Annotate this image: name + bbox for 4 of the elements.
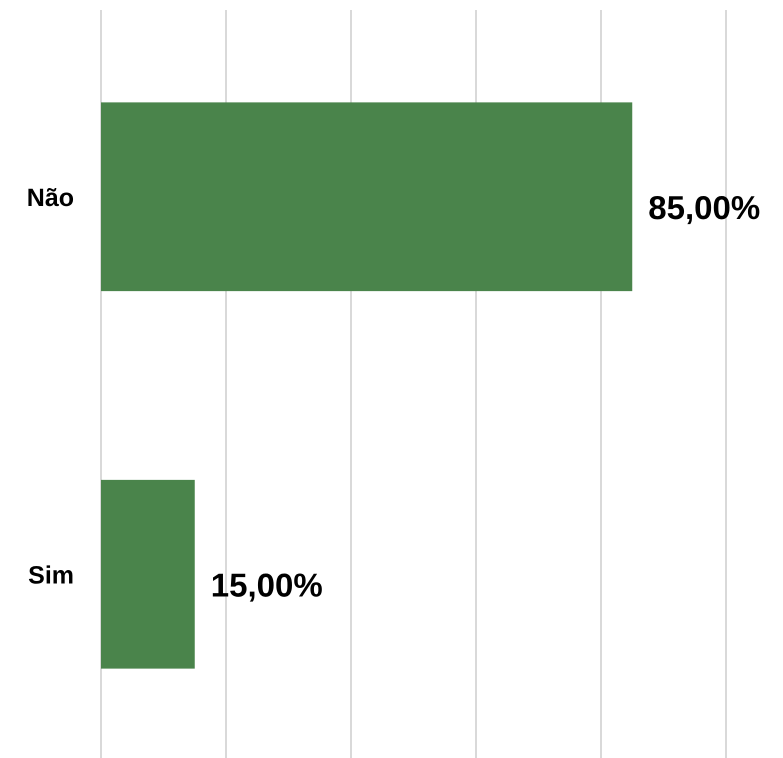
y-tick-label: Sim — [28, 561, 74, 590]
data-label: 15,00% — [210, 566, 323, 604]
y-tick-label: Não — [26, 184, 74, 212]
data-label: 85,00% — [648, 188, 760, 226]
